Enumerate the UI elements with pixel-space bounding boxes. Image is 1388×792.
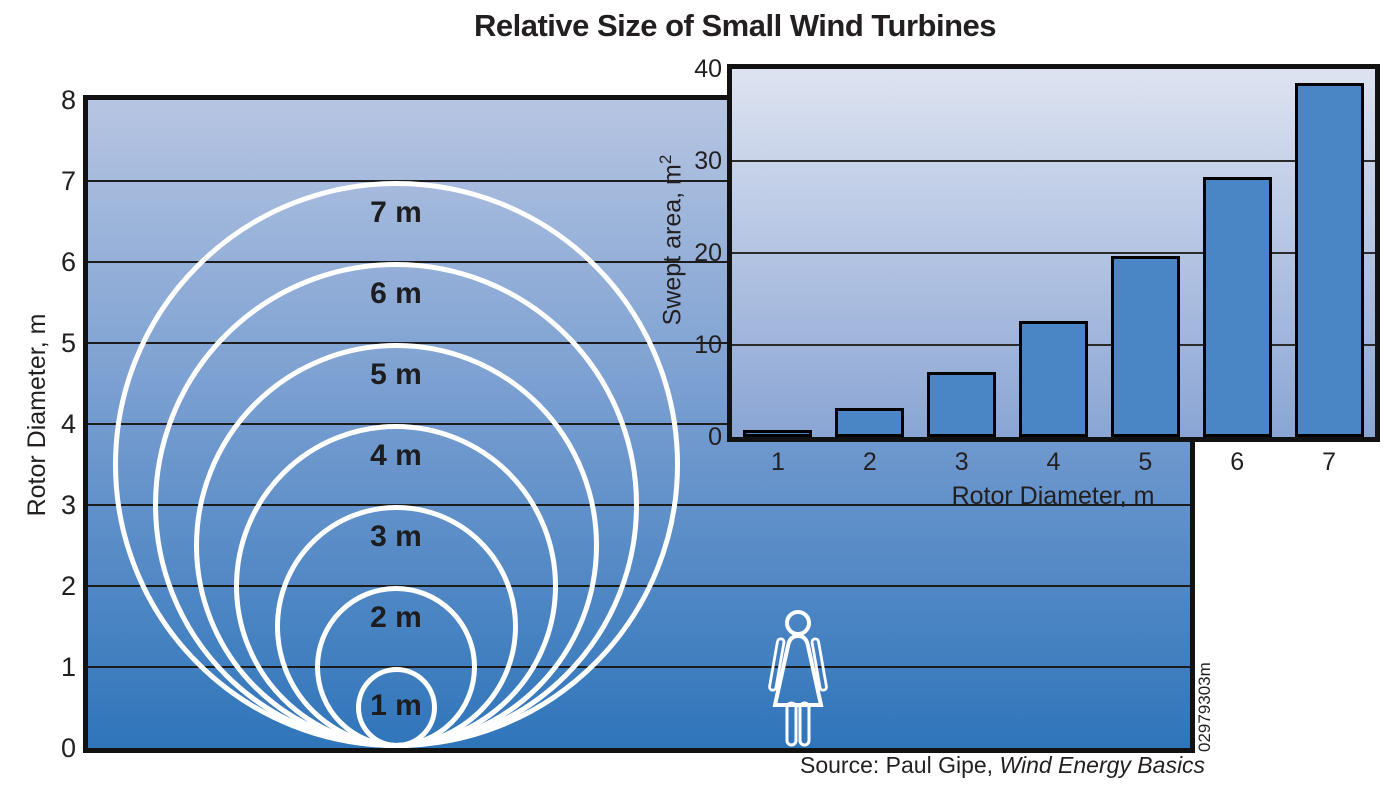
main-y-tick-4: 4: [60, 409, 76, 439]
swept-area-bar-6m: [1202, 177, 1272, 437]
inset-x-tick-7: 7: [1322, 448, 1337, 476]
source-book-title: Wind Energy Basics: [999, 752, 1206, 778]
swept-area-bar-4m: [1019, 321, 1088, 437]
swept-area-bar-3m: [927, 372, 997, 437]
main-y-tick-5: 5: [60, 328, 76, 358]
inset-x-axis-label: Rotor Diameter, m: [951, 482, 1155, 510]
rotor-circle-label-2m: 2 m: [370, 601, 422, 634]
inset-x-tick-6: 6: [1230, 448, 1245, 476]
rotor-circle-label-3m: 3 m: [370, 520, 422, 553]
gridline-6m: [88, 261, 1190, 263]
rotor-circle-label-4m: 4 m: [370, 439, 422, 472]
inset-x-tick-1: 1: [770, 448, 785, 476]
figure-code: 02979303m: [1195, 662, 1214, 752]
main-y-tick-8: 8: [60, 85, 76, 115]
rotor-circle-label-5m: 5 m: [370, 358, 422, 391]
inset-gridline-20: [732, 252, 1375, 254]
inset-x-tick-2: 2: [862, 448, 877, 476]
inset-gridline-30: [732, 160, 1375, 162]
swept-area-bar-1m: [743, 430, 813, 437]
swept-area-bar-2m: [835, 408, 905, 437]
inset-y-tick-0: 0: [708, 423, 722, 451]
source-prefix: Source: Paul Gipe,: [800, 752, 1000, 778]
inset-x-tick-3: 3: [954, 448, 969, 476]
inset-x-tick-5: 5: [1138, 448, 1153, 476]
main-y-tick-6: 6: [60, 247, 76, 277]
source-caption: Source: Paul Gipe, Wind Energy Basics: [800, 752, 1205, 779]
main-y-tick-1: 1: [60, 652, 76, 682]
main-y-tick-2: 2: [60, 571, 76, 601]
swept-area-bar-5m: [1110, 256, 1180, 437]
inset-x-tick-4: 4: [1046, 448, 1061, 476]
rotor-circle-label-7m: 7 m: [370, 196, 422, 229]
inset-y-tick-10: 10: [694, 331, 722, 359]
inset-y-tick-40: 40: [694, 55, 722, 83]
rotor-circle-1m: [355, 667, 437, 748]
gridline-1m: [88, 666, 1190, 668]
page-title: Relative Size of Small Wind Turbines: [473, 8, 997, 43]
inset-y-tick-30: 30: [694, 147, 722, 175]
inset-y-tick-20: 20: [694, 239, 722, 267]
rotor-circle-label-6m: 6 m: [370, 277, 422, 310]
inset-bar-chart: [727, 64, 1380, 442]
rotor-circle-label-1m: 1 m: [370, 689, 422, 722]
main-y-tick-7: 7: [60, 166, 76, 196]
female-person-icon: [768, 610, 828, 747]
swept-area-bar-7m: [1294, 83, 1364, 437]
main-y-tick-3: 3: [60, 490, 76, 520]
gridline-7m: [88, 180, 1190, 182]
main-y-tick-0: 0: [60, 733, 76, 763]
